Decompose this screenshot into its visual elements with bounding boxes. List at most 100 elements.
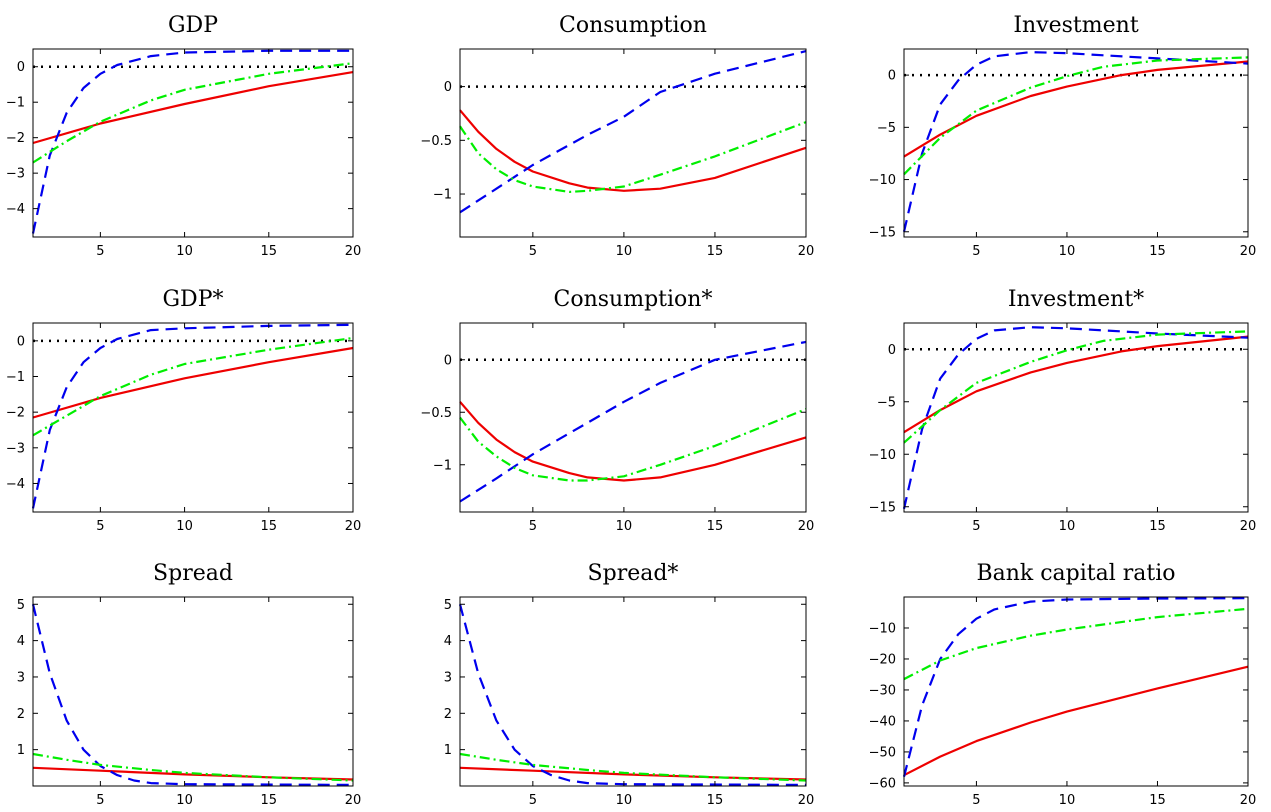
series-line-red bbox=[903, 60, 1249, 158]
y-tick-label: −10 bbox=[869, 448, 896, 463]
panel-title: Bank capital ratio bbox=[976, 561, 1175, 586]
x-tick-label: 10 bbox=[176, 793, 193, 808]
y-tick-label: −60 bbox=[869, 776, 896, 791]
x-tick-label: 20 bbox=[1240, 519, 1257, 534]
x-tick-label: 5 bbox=[529, 244, 537, 259]
y-tick-label: 5 bbox=[17, 598, 25, 613]
series-line-red bbox=[903, 665, 1249, 777]
y-tick-label: −5 bbox=[877, 121, 896, 136]
y-tick-label: −0.5 bbox=[420, 406, 452, 421]
y-tick-label: 0 bbox=[888, 69, 896, 84]
x-tick-label: 10 bbox=[1059, 793, 1076, 808]
series-line-blue bbox=[902, 326, 1249, 510]
axes-frame bbox=[903, 596, 1249, 787]
series-line-green bbox=[903, 330, 1249, 444]
y-tick-label: 0 bbox=[17, 60, 25, 75]
series-line-green bbox=[32, 752, 354, 782]
y-tick-label: −20 bbox=[869, 652, 896, 667]
y-tick-label: 3 bbox=[444, 670, 452, 685]
y-tick-label: 0 bbox=[444, 353, 452, 368]
y-tick-label: −15 bbox=[869, 225, 896, 240]
panel-1: GDP 5 10 15 20 0 −1 −2 −3 −4 bbox=[6, 13, 361, 259]
x-tick-label: 5 bbox=[96, 244, 104, 259]
x-tick-label: 15 bbox=[707, 519, 724, 534]
panel-4: GDP* 5 10 15 20 0 −1 −2 −3 −4 bbox=[6, 287, 361, 534]
x-tick-label: 10 bbox=[616, 244, 633, 259]
x-tick-label: 20 bbox=[798, 519, 815, 534]
axes-frame bbox=[903, 322, 1249, 513]
x-tick-label: 15 bbox=[261, 793, 278, 808]
y-tick-label: −15 bbox=[869, 500, 896, 515]
x-tick-label: 5 bbox=[96, 793, 104, 808]
x-tick-label: 20 bbox=[798, 793, 815, 808]
x-tick-label: 15 bbox=[261, 244, 278, 259]
x-tick-label: 5 bbox=[972, 244, 980, 259]
axes-frame bbox=[903, 48, 1249, 238]
y-tick-label: −1 bbox=[433, 458, 452, 473]
y-tick-label: −1 bbox=[433, 188, 452, 203]
x-tick-label: 10 bbox=[616, 519, 633, 534]
y-tick-label: 1 bbox=[17, 743, 25, 758]
x-tick-label: 15 bbox=[1149, 519, 1166, 534]
x-tick-label: 20 bbox=[798, 244, 815, 259]
y-tick-label: −10 bbox=[869, 621, 896, 636]
series-line-green bbox=[459, 408, 807, 482]
series-line-red bbox=[459, 401, 807, 482]
series-line-red bbox=[459, 109, 807, 192]
series-line-green bbox=[459, 121, 807, 193]
x-tick-label: 15 bbox=[1149, 793, 1166, 808]
panel-title: Consumption* bbox=[554, 287, 713, 312]
series-line-red bbox=[32, 71, 354, 145]
x-tick-label: 5 bbox=[529, 793, 537, 808]
panel-8: Spread* 5 10 15 20 1 2 3 4 5 bbox=[444, 561, 815, 808]
x-tick-label: 5 bbox=[972, 519, 980, 534]
x-tick-label: 20 bbox=[1240, 244, 1257, 259]
x-tick-label: 20 bbox=[1240, 793, 1257, 808]
x-tick-label: 5 bbox=[96, 519, 104, 534]
axes-frame bbox=[459, 322, 807, 513]
x-tick-label: 10 bbox=[1059, 244, 1076, 259]
x-tick-label: 15 bbox=[1149, 244, 1166, 259]
series-line-blue bbox=[31, 604, 354, 787]
y-tick-label: 5 bbox=[444, 598, 452, 613]
x-tick-label: 15 bbox=[707, 244, 724, 259]
series-line-red bbox=[32, 346, 354, 419]
series-line-green bbox=[32, 336, 354, 437]
y-tick-label: 0 bbox=[17, 334, 25, 349]
panel-title: Investment* bbox=[1008, 287, 1144, 312]
y-tick-label: 2 bbox=[17, 707, 25, 722]
x-tick-label: 10 bbox=[1059, 519, 1076, 534]
panel-5: Consumption* 5 10 15 20 0 −0.5 −1 bbox=[420, 287, 814, 534]
y-tick-label: 4 bbox=[17, 634, 25, 649]
panel-3: Investment 5 10 15 20 0 −5 −10 −15 bbox=[869, 13, 1257, 259]
panel-title: GDP* bbox=[162, 287, 223, 312]
y-tick-label: −1 bbox=[6, 96, 25, 111]
series-line-blue bbox=[31, 323, 354, 509]
series-line-blue bbox=[459, 50, 807, 214]
y-tick-label: −0.5 bbox=[420, 134, 452, 149]
x-tick-label: 10 bbox=[176, 519, 193, 534]
panel-7: Spread 5 10 15 20 1 2 3 4 5 bbox=[17, 561, 362, 808]
y-tick-label: −2 bbox=[6, 406, 25, 421]
y-tick-label: 3 bbox=[17, 670, 25, 685]
y-tick-label: −30 bbox=[869, 683, 896, 698]
x-tick-label: 10 bbox=[616, 793, 633, 808]
axes-frame bbox=[459, 48, 807, 238]
y-tick-label: −10 bbox=[869, 173, 896, 188]
series-line-green bbox=[903, 56, 1249, 176]
panel-9: Bank capital ratio 5 10 15 20 −10 −20 −30 −40 −50… bbox=[869, 561, 1257, 808]
series-line-green bbox=[903, 607, 1249, 681]
x-tick-label: 15 bbox=[261, 519, 278, 534]
panel-6: Investment* 5 10 15 20 0 −5 −10 −15 bbox=[869, 287, 1257, 534]
y-tick-label: 2 bbox=[444, 707, 452, 722]
axes-frame bbox=[32, 322, 354, 513]
panel-title: Spread bbox=[153, 561, 233, 586]
series-line-blue bbox=[902, 597, 1249, 777]
axes-frame bbox=[32, 48, 354, 238]
series-line-blue bbox=[459, 340, 807, 503]
y-tick-label: −4 bbox=[6, 202, 25, 217]
axes-frame bbox=[32, 596, 354, 787]
y-tick-label: −4 bbox=[6, 477, 25, 492]
panel-2: Consumption 5 10 15 20 0 −0.5 −1 bbox=[420, 13, 814, 259]
